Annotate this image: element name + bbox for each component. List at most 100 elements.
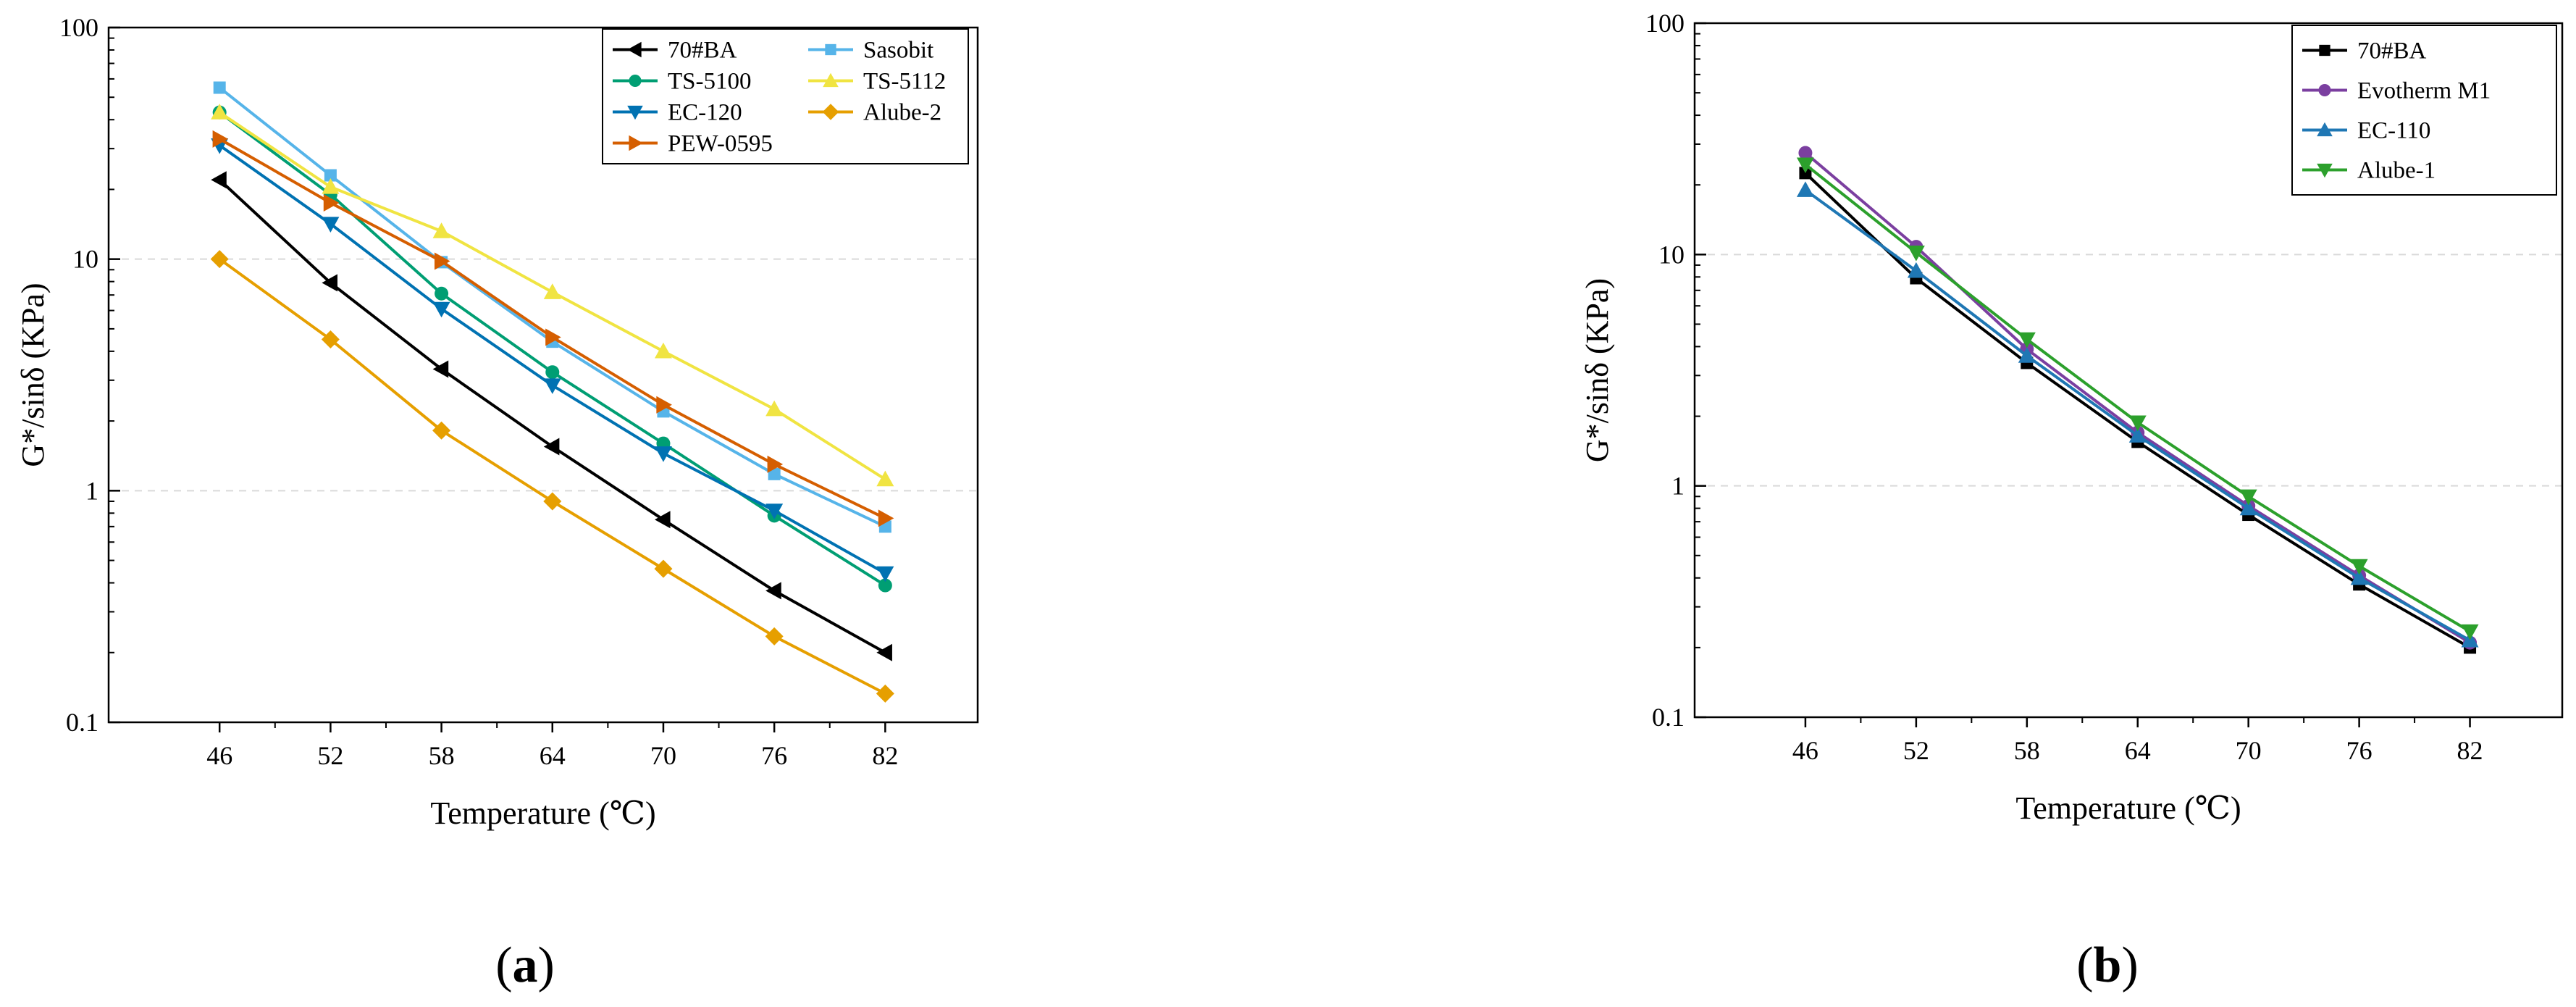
y-axis-label: G*/sinδ (KPa) bbox=[15, 283, 51, 467]
x-tick-label: 64 bbox=[2125, 736, 2151, 765]
legend: 70#BA Evotherm M1 EC-110 Alube-1 bbox=[2291, 25, 2557, 196]
series-pew-0595 bbox=[212, 130, 894, 527]
data-point bbox=[432, 301, 450, 318]
legend-label: TS-5100 bbox=[668, 69, 752, 95]
legend-item-evotherm-m1: Evotherm M1 bbox=[2302, 78, 2491, 104]
data-point bbox=[322, 217, 340, 233]
data-point bbox=[1796, 157, 1814, 174]
data-point bbox=[212, 130, 229, 148]
data-point bbox=[876, 643, 892, 661]
data-point bbox=[211, 104, 229, 120]
legend-label: Sasobit bbox=[863, 38, 934, 64]
data-point bbox=[654, 559, 673, 578]
legend-swatch-marker bbox=[627, 41, 642, 58]
data-point bbox=[2018, 347, 2036, 363]
legend-box bbox=[2291, 25, 2557, 196]
series-70-ba bbox=[211, 171, 892, 661]
legend-label: Alube-1 bbox=[2357, 158, 2436, 184]
data-point bbox=[1907, 245, 1925, 262]
y-tick-label: 1 bbox=[85, 476, 98, 505]
data-point bbox=[543, 438, 560, 456]
data-point bbox=[765, 627, 784, 645]
x-axis-label: Temperature (℃) bbox=[430, 795, 655, 831]
x-tick-label: 76 bbox=[761, 741, 787, 770]
series-line-alube-2 bbox=[219, 258, 886, 695]
panel-label-open: ( bbox=[495, 937, 512, 993]
series-ts-5112 bbox=[211, 104, 894, 487]
legend-label: TS-5112 bbox=[863, 69, 946, 95]
legend-swatch-marker bbox=[822, 104, 839, 120]
legend-item-alube-1: Alube-1 bbox=[2302, 158, 2436, 184]
panel-label-close: ) bbox=[538, 937, 555, 993]
y-tick-label: 100 bbox=[59, 13, 98, 42]
data-point bbox=[765, 400, 784, 417]
panel-label-letter: b bbox=[2094, 937, 2122, 993]
data-point bbox=[876, 566, 894, 582]
series-ec-120 bbox=[211, 138, 894, 582]
legend-item-pew-0595: PEW-0595 bbox=[613, 131, 773, 157]
data-point bbox=[1907, 262, 1925, 278]
legend-swatch-marker bbox=[823, 72, 839, 88]
data-point bbox=[765, 582, 781, 600]
panel-label: (b) bbox=[2076, 937, 2139, 993]
legend-label: PEW-0595 bbox=[668, 131, 773, 157]
data-point bbox=[324, 169, 337, 182]
data-point bbox=[876, 684, 894, 703]
x-tick-label: 58 bbox=[2014, 736, 2040, 765]
data-point bbox=[543, 492, 562, 511]
data-point bbox=[768, 467, 781, 480]
legend-swatch-marker bbox=[2319, 44, 2330, 57]
legend-item-ts-5100: TS-5100 bbox=[613, 69, 752, 95]
data-point bbox=[876, 470, 894, 487]
legend-box bbox=[602, 28, 969, 164]
x-tick-label: 76 bbox=[2346, 736, 2372, 765]
data-point bbox=[543, 378, 561, 394]
data-point bbox=[765, 503, 784, 519]
data-point bbox=[654, 446, 672, 462]
y-tick-label: 0.1 bbox=[66, 708, 98, 737]
y-tick-label: 1 bbox=[1671, 472, 1685, 501]
series-alube-1 bbox=[1796, 157, 2479, 640]
y-axis-label: G*/sinδ (KPa) bbox=[1579, 278, 1615, 462]
data-point bbox=[545, 365, 560, 380]
data-point bbox=[2350, 559, 2368, 575]
panel-label: (a) bbox=[495, 937, 555, 993]
x-tick-label: 46 bbox=[1792, 736, 1818, 765]
data-point bbox=[878, 578, 892, 593]
x-tick-label: 52 bbox=[1903, 736, 1929, 765]
data-point bbox=[1796, 181, 1814, 197]
data-point bbox=[432, 360, 449, 378]
panel-b-chart: 0.1 1 10 100 46 52 58 64 70 76 82 Temperature (℃) G*… bbox=[1579, 9, 2564, 993]
data-point bbox=[432, 421, 451, 440]
legend-swatch-marker bbox=[2317, 122, 2333, 137]
y-tick-label: 10 bbox=[72, 245, 98, 274]
data-point bbox=[210, 250, 229, 269]
data-point bbox=[2461, 624, 2479, 640]
data-point bbox=[1798, 146, 1813, 160]
legend-label: 70#BA bbox=[2357, 38, 2427, 64]
legend-label: EC-120 bbox=[668, 100, 742, 126]
data-point bbox=[322, 178, 340, 194]
y-tick-label: 0.1 bbox=[1652, 703, 1685, 732]
legend-item-70-ba: 70#BA bbox=[613, 38, 737, 64]
data-point bbox=[432, 222, 450, 238]
x-tick-label: 64 bbox=[540, 741, 566, 770]
data-point bbox=[213, 81, 226, 94]
data-point bbox=[435, 286, 449, 301]
data-point bbox=[767, 455, 784, 473]
series-alube-2 bbox=[210, 250, 894, 703]
legend-swatch-marker bbox=[629, 74, 642, 88]
legend-label: 70#BA bbox=[668, 38, 737, 64]
legend-swatch-marker bbox=[629, 135, 643, 151]
data-point bbox=[322, 274, 337, 292]
x-tick-label: 58 bbox=[429, 741, 455, 770]
x-tick-label: 52 bbox=[317, 741, 343, 770]
data-point bbox=[656, 396, 672, 414]
x-tick-label: 46 bbox=[206, 741, 232, 770]
data-point bbox=[654, 511, 671, 529]
plot-frame bbox=[1693, 22, 2564, 719]
y-tick-label: 100 bbox=[1645, 9, 1685, 38]
legend-swatch-marker bbox=[627, 105, 643, 120]
legend-item-ts-5112: TS-5112 bbox=[808, 69, 946, 95]
